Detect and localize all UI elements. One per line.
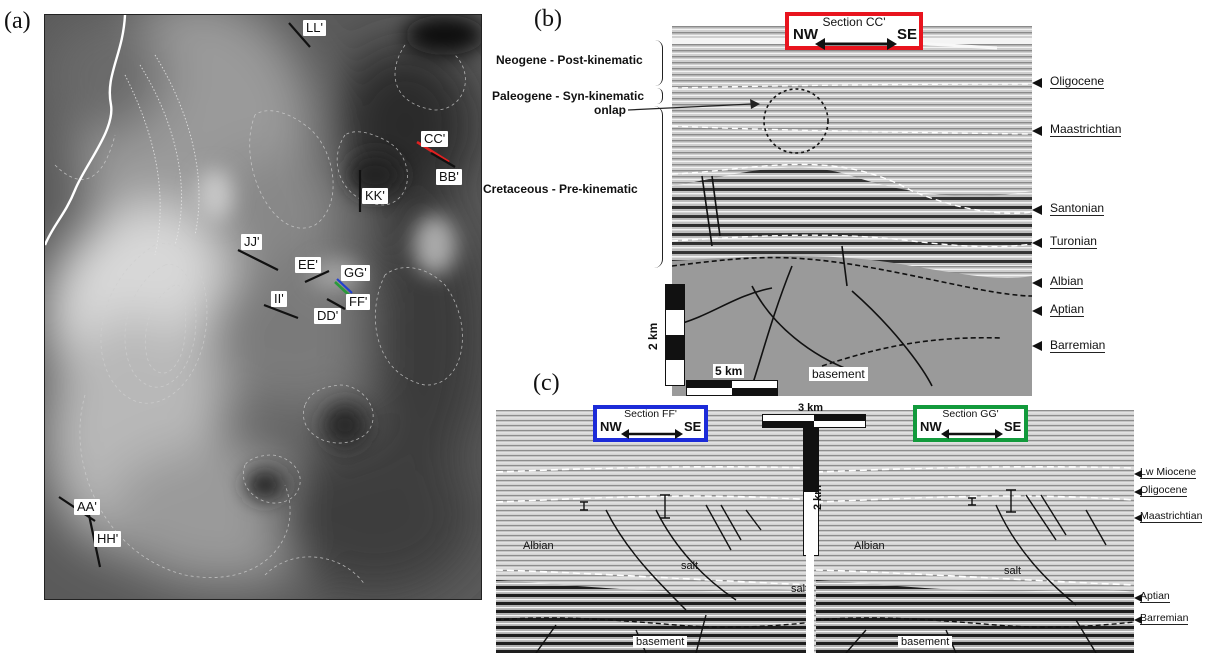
horizon-maastrichtian-b: Maastrichtian [1050, 122, 1122, 137]
onlap-arrow-icon [628, 99, 760, 111]
vertical-scale-bar-b [665, 284, 685, 386]
section-line-ll [288, 22, 311, 48]
bracket-cretaceous [654, 106, 663, 268]
horizontal-scale-label-c: 3 km [798, 402, 824, 414]
label-paleogene: Paleogene - Syn-kinematic [492, 89, 645, 103]
horizon-maastrichtian-c: Maastrichtian [1140, 510, 1203, 523]
basement-label-left: basement [633, 636, 688, 648]
map-label-ee: EE' [295, 257, 321, 273]
map-label-kk: KK' [362, 188, 388, 204]
horizon-santonian-b: Santonian [1050, 201, 1105, 216]
orientation-se-gg: SE [1004, 419, 1022, 434]
onlap-circle [763, 88, 829, 154]
orientation-se-cc: SE [897, 26, 918, 43]
section-line-dd [326, 298, 346, 310]
horizon-aptian-b: Aptian [1050, 302, 1085, 317]
orientation-title-gg: Section GG' [942, 408, 999, 420]
panel-b-letter: (b) [534, 6, 562, 32]
albian-label-left: Albian [523, 540, 554, 552]
orientation-se-ff: SE [684, 419, 702, 434]
label-cretaceous: Cretaceous - Pre-kinematic [483, 182, 638, 196]
horizon-barremian-b: Barremian [1050, 338, 1106, 353]
map-label-gg: GG' [341, 265, 370, 281]
salt-label-right: salt [1004, 565, 1022, 577]
double-arrow-icon [621, 429, 683, 439]
label-neogene: Neogene - Post-kinematic [496, 53, 643, 67]
panel-a-letter: (a) [4, 8, 31, 34]
horizon-lw-miocene-c: Lw Miocene [1140, 466, 1197, 479]
basement-label-right: basement [898, 636, 953, 648]
horizon-aptian-c: Aptian [1140, 590, 1170, 603]
orientation-nw-ff: NW [600, 419, 622, 434]
label-onlap: onlap [594, 103, 626, 117]
orientation-title-ff: Section FF' [624, 408, 677, 420]
seismic-section-cc: basement [672, 26, 1032, 396]
basement-label-cc: basement [809, 367, 868, 381]
horizon-albian-b: Albian [1050, 274, 1084, 289]
section-line-ff [336, 278, 353, 294]
panel-c-letter: (c) [533, 370, 560, 396]
map-label-cc: CC' [421, 131, 449, 147]
horizon-oligocene-b: Oligocene [1050, 74, 1105, 89]
bracket-neogene [654, 40, 663, 86]
map-label-dd: DD' [314, 308, 342, 324]
map-label-jj: JJ' [241, 234, 263, 250]
vertical-scale-label-b: 2 km [646, 322, 660, 350]
section-line-bb [430, 152, 456, 168]
orientation-nw-cc: NW [793, 26, 818, 43]
map-label-ii: II' [271, 291, 287, 307]
seismic-image-cc [672, 26, 1032, 396]
orientation-nw-gg: NW [920, 419, 942, 434]
map-label-ff: FF' [346, 294, 371, 310]
horizon-oligocene-c: Oligocene [1140, 484, 1188, 497]
gravity-map [45, 15, 481, 599]
horizontal-scale-label-b: 5 km [713, 364, 745, 378]
section-line-jj [237, 249, 279, 271]
map-panel: LL' CC' BB' KK' JJ' EE' GG' FF' II' DD' … [44, 14, 482, 600]
map-label-hh: HH' [94, 531, 122, 547]
horizon-barremian-c: Barremian [1140, 612, 1189, 625]
horizontal-scale-bar-b [686, 380, 778, 396]
horizontal-scale-bar-c [762, 414, 866, 428]
coastline [45, 15, 127, 246]
orientation-box-gg: Section GG' NW SE [913, 405, 1028, 442]
salt-label-mid: salt [791, 583, 809, 595]
vertical-scale-bar-c [803, 428, 819, 556]
horizon-arrows-b [1032, 78, 1042, 351]
vertical-scale-label-c: 2 km [812, 484, 824, 510]
map-label-ll: LL' [303, 20, 326, 36]
double-arrow-icon [815, 38, 897, 50]
map-label-aa: AA' [74, 499, 100, 515]
salt-label-left: salt [681, 560, 699, 572]
section-line-ii [263, 303, 299, 320]
orientation-box-cc: Section CC' NW SE [785, 12, 923, 50]
section-line-ee [304, 270, 330, 283]
albian-label-right: Albian [854, 540, 885, 552]
double-arrow-icon [941, 429, 1003, 439]
bracket-paleogene [654, 88, 663, 104]
section-line-gg [334, 281, 351, 297]
orientation-title-cc: Section CC' [822, 15, 886, 29]
map-label-bb: BB' [436, 169, 462, 185]
horizon-turonian-b: Turonian [1050, 234, 1097, 249]
orientation-box-ff: Section FF' NW SE [593, 405, 708, 442]
horizon-arrows-c [1134, 470, 1142, 624]
section-divider-c [806, 554, 814, 653]
